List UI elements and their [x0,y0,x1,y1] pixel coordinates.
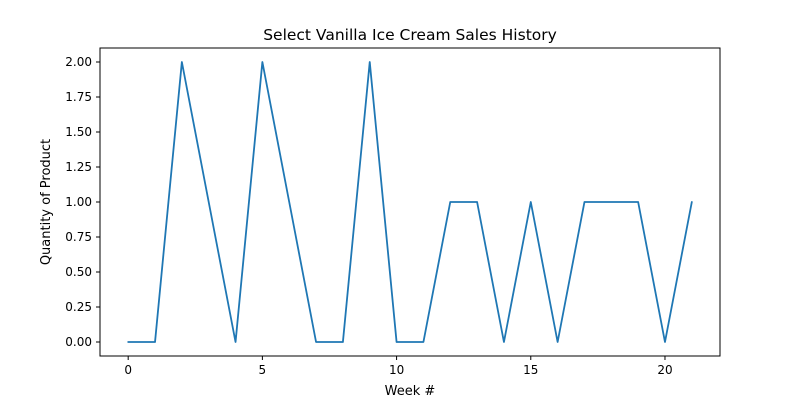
y-tick-label: 2.00 [65,55,92,69]
y-axis-ticks: 0.00 0.25 0.50 0.75 1.00 1.25 1.50 1.75 2.00 [65,55,100,349]
x-tick-label: 10 [389,363,404,377]
y-tick-label: 0.75 [65,230,92,244]
x-axis-label: Week # [385,384,436,399]
y-tick-label: 0.00 [65,335,92,349]
y-tick-label: 1.75 [65,90,92,104]
y-tick-label: 0.50 [65,265,92,279]
x-tick-label: 20 [657,363,672,377]
x-axis-ticks: 0 5 10 15 20 [124,356,673,377]
x-tick-label: 5 [259,363,267,377]
x-tick-label: 15 [523,363,538,377]
y-tick-label: 1.25 [65,160,92,174]
y-tick-label: 1.00 [65,195,92,209]
series-line [127,61,693,343]
y-axis-label: Quantity of Product [39,139,54,265]
chart-title: Select Vanilla Ice Cream Sales History [263,26,557,44]
y-tick-label: 1.50 [65,125,92,139]
y-tick-label: 0.25 [65,300,92,314]
x-tick-label: 0 [124,363,132,377]
plot-area [127,61,693,343]
